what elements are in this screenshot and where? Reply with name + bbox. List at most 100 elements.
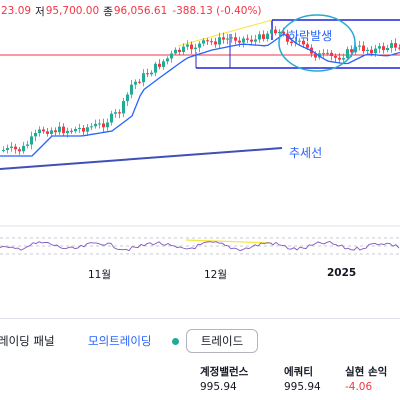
upper-trendline[interactable]	[177, 19, 273, 47]
candle-body	[118, 112, 121, 114]
ohlc-high-value: 23.09	[1, 5, 32, 17]
candle-body	[390, 43, 393, 48]
candle-body	[258, 34, 261, 40]
candle-body	[250, 39, 253, 42]
candle-body	[178, 49, 181, 53]
candle-body	[126, 94, 129, 102]
trade-button[interactable]: 트레이드	[186, 329, 258, 353]
ohlc-low-value: 95,700.00	[45, 5, 100, 17]
tab-paper-trading[interactable]: 모의트레이딩	[88, 334, 152, 348]
candle-body	[154, 63, 157, 73]
candle-body	[170, 53, 173, 59]
candle-body	[214, 41, 217, 45]
candle-body	[346, 49, 349, 59]
candle-body	[206, 40, 209, 42]
candle-body	[278, 31, 281, 34]
candle-body	[138, 81, 141, 83]
tab-trading-panel[interactable]: 레이딩 패널	[0, 334, 55, 348]
candle-body	[326, 52, 329, 54]
time-axis-label-dec: 12월	[204, 269, 228, 281]
trading-panel-tabs: 레이딩 패널 모의트레이딩 트레이드	[0, 326, 400, 356]
indicator-trendline[interactable]	[185, 239, 273, 244]
candle-body	[46, 131, 49, 134]
candle-body	[90, 126, 93, 128]
time-axis-label-2025: 2025	[327, 267, 357, 279]
candle-body	[166, 58, 169, 62]
decline-annotation-label: 하락발생	[288, 29, 332, 43]
trendline-annotation-label: 추세선	[289, 146, 322, 160]
candle-body	[102, 123, 105, 128]
candle-body	[130, 84, 133, 95]
candle-body	[222, 37, 225, 40]
ohlc-close-label: 종	[103, 5, 113, 18]
candle-body	[146, 73, 149, 75]
candle-body	[62, 126, 65, 134]
candle-body	[282, 31, 285, 34]
candle-body	[58, 126, 61, 133]
candle-body	[366, 49, 369, 52]
candle-body	[38, 129, 41, 133]
candle-body	[98, 123, 101, 125]
candle-body	[42, 129, 45, 132]
candle-body	[350, 49, 353, 53]
candle-body	[334, 56, 337, 58]
candle-body	[194, 47, 197, 50]
candle-body	[6, 147, 9, 150]
candle-body	[190, 44, 193, 50]
candle-body	[302, 40, 305, 45]
candle-body	[246, 38, 249, 40]
candle-body	[2, 149, 5, 151]
rising-trendline[interactable]	[0, 147, 283, 170]
time-axis-label-nov: 11월	[88, 269, 112, 281]
candle-body	[270, 29, 273, 34]
candle-body	[114, 112, 117, 114]
candle-body	[358, 45, 361, 47]
candle-body	[266, 33, 269, 39]
candle-body	[254, 39, 257, 42]
candle-body	[238, 40, 241, 43]
candle-body	[398, 47, 400, 49]
equity-label: 에쿼티	[284, 366, 313, 378]
candle-body	[314, 53, 317, 58]
indicator-oscillator-line	[0, 241, 400, 252]
candle-body	[290, 41, 293, 43]
candle-body	[34, 132, 37, 137]
ohlc-close-value: 96,056.61	[113, 5, 168, 17]
candle-body	[394, 43, 397, 48]
candle-body	[226, 38, 229, 40]
candle-body	[198, 43, 201, 48]
ohlc-legend: 23.09 저 95,700.00 종 96,056.61 -388.13 (-…	[0, 0, 400, 22]
candle-body	[22, 145, 25, 152]
candle-body	[110, 113, 113, 123]
candle-body	[298, 40, 301, 42]
candle-body	[262, 34, 265, 39]
candle-body	[54, 130, 57, 133]
ohlc-change: -388.13 (-0.40%)	[172, 5, 262, 17]
candle-body	[162, 61, 165, 67]
candle-body	[342, 58, 345, 60]
candle-body	[150, 72, 153, 75]
candle-body	[218, 37, 221, 45]
candle-body	[286, 33, 289, 42]
candle-body	[142, 73, 145, 83]
candle-body	[30, 136, 33, 145]
candle-body	[370, 49, 373, 54]
decline-annotation-circle[interactable]	[278, 14, 356, 72]
candle-body	[202, 40, 205, 44]
candle-body	[82, 127, 85, 132]
candle-body	[74, 128, 77, 132]
candle-body	[50, 130, 53, 134]
candle-body	[322, 53, 325, 55]
time-axis: 11월 12월 2025	[0, 262, 400, 286]
candle-body	[158, 63, 161, 67]
candle-body	[374, 48, 377, 54]
candle-body	[230, 37, 233, 39]
ohlc-low-label: 저	[35, 5, 45, 18]
candle-body	[362, 45, 365, 52]
candle-body	[242, 38, 245, 43]
candle-body	[86, 127, 89, 132]
candle-body	[378, 46, 381, 49]
candle-body	[354, 46, 357, 53]
candle-body	[306, 44, 309, 48]
